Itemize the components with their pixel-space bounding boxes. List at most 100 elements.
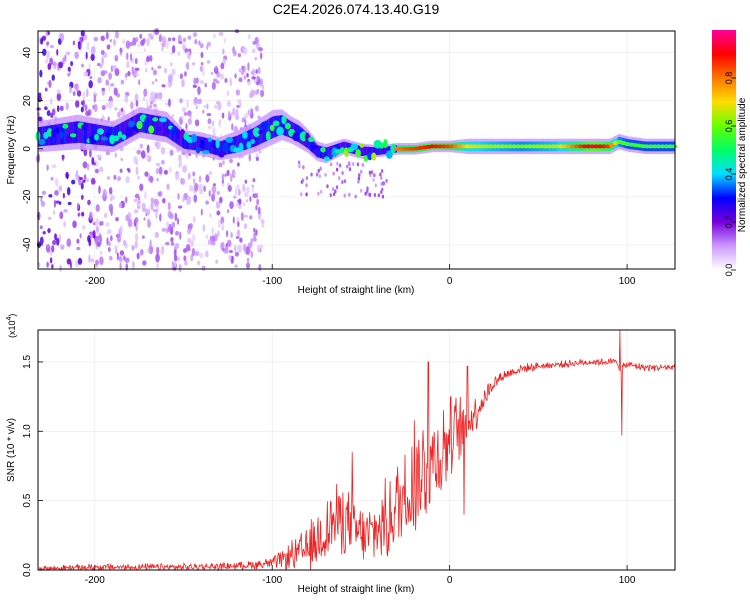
spectrogram-noise xyxy=(100,49,105,55)
spectrogram-noise xyxy=(76,202,80,210)
spectrogram-noise xyxy=(335,167,339,172)
spectrogram-noise xyxy=(226,239,232,248)
spectrogram-noise xyxy=(374,183,378,188)
snr-ticks: -200 -100 0 100 0.0 0.5 1.0 1.5 xyxy=(22,355,636,586)
spectrogram-noise xyxy=(88,62,91,71)
spectrogram-noise xyxy=(155,253,160,263)
spectrogram-noise xyxy=(65,51,71,56)
spectrogram-noise xyxy=(192,234,195,242)
spectrogram-core xyxy=(252,127,261,138)
spectrogram-noise xyxy=(343,179,347,184)
spectrogram-noise xyxy=(112,38,117,46)
spectrogram-band xyxy=(321,146,323,159)
spectrogram-noise xyxy=(86,88,89,98)
snr-xtick-label: 0 xyxy=(447,575,453,586)
snr-xlabel: Height of straight line (km) xyxy=(298,584,415,595)
spectrogram-noise xyxy=(146,153,149,162)
spectrogram-noise xyxy=(120,157,123,162)
spectrogram-noise xyxy=(83,174,87,181)
spectrogram-core xyxy=(260,121,269,130)
spectrogram-noise xyxy=(198,40,201,46)
spectrogram-band xyxy=(182,133,184,148)
spectrogram-noise xyxy=(171,45,176,54)
spectrogram-noise xyxy=(50,97,53,105)
spectrogram-noise xyxy=(106,237,109,246)
spectrogram-noise xyxy=(253,227,256,233)
spectrogram-noise xyxy=(242,185,246,192)
spectrogram-band xyxy=(183,134,185,149)
spectrogram-noise xyxy=(127,70,131,77)
spectrogram-noise xyxy=(114,107,118,111)
spectrogram-band xyxy=(179,130,182,147)
spectrogram-noise xyxy=(154,141,157,147)
spectrogram-noise xyxy=(105,102,109,109)
spectrogram-noise xyxy=(56,48,59,56)
spectrogram-band xyxy=(265,120,267,142)
spectrogram-noise xyxy=(240,71,244,76)
spectrogram-noise xyxy=(47,216,52,221)
spectrogram-noise xyxy=(92,230,96,239)
spectrogram-noise xyxy=(226,101,231,107)
snr-scale-label: (x104) xyxy=(6,314,17,338)
spectrogram-band xyxy=(162,116,164,137)
spectrogram-band xyxy=(375,147,378,156)
spectrogram-noise xyxy=(177,217,180,225)
spectrogram-noise xyxy=(192,171,196,177)
spectrogram-band xyxy=(374,147,377,156)
spectrogram-noise xyxy=(94,168,99,174)
spectrogram-noise xyxy=(81,211,85,217)
spectrogram-noise xyxy=(237,188,241,196)
spectrogram-noise xyxy=(184,71,187,77)
spectrogram-band xyxy=(322,146,325,159)
spectrogram-noise xyxy=(192,216,196,223)
spectrogram-noise xyxy=(211,227,214,236)
spectrogram-core xyxy=(671,144,678,149)
spectrogram-core xyxy=(390,143,397,154)
spectrogram-xtick-label: -200 xyxy=(85,276,105,287)
spectrogram-noise xyxy=(243,46,248,55)
spectrogram-band xyxy=(363,146,366,156)
spectrogram-noise xyxy=(74,83,78,90)
spectrogram-noise xyxy=(149,55,153,62)
spectrogram-noise xyxy=(346,164,349,169)
spectrogram-noise xyxy=(82,225,86,230)
spectrogram-core xyxy=(250,138,256,145)
spectrogram-noise xyxy=(208,171,213,176)
spectrogram-noise xyxy=(147,33,153,38)
spectrogram-noise xyxy=(124,196,128,204)
spectrogram-noise xyxy=(239,237,243,243)
spectrogram-noise xyxy=(154,231,160,239)
spectrogram-noise xyxy=(237,221,240,228)
spectrogram-noise xyxy=(113,174,117,180)
spectrogram-noise xyxy=(152,69,158,76)
spectrogram-noise xyxy=(255,156,259,161)
spectrogram-noise xyxy=(39,236,44,245)
spectrogram-noise xyxy=(146,248,150,253)
spectrogram-noise xyxy=(169,82,173,87)
spectrogram-noise xyxy=(348,192,351,197)
spectrogram-noise xyxy=(133,209,137,214)
spectrogram-ytick-label: -20 xyxy=(22,189,33,204)
spectrogram-noise xyxy=(135,166,139,176)
spectrogram-band xyxy=(153,115,156,135)
spectrogram-band xyxy=(370,147,373,156)
spectrogram-noise xyxy=(114,152,117,158)
spectrogram-noise xyxy=(357,179,360,184)
spectrogram-band xyxy=(235,135,238,153)
spectrogram-noise xyxy=(178,158,183,167)
spectrogram-noise xyxy=(206,44,209,50)
spectrogram-noise xyxy=(151,80,155,85)
spectrogram-noise xyxy=(119,47,123,54)
spectrogram-band xyxy=(151,114,153,135)
spectrogram-noise xyxy=(257,206,261,215)
spectrogram-noise xyxy=(318,174,322,179)
spectrogram-noise xyxy=(144,190,147,200)
spectrogram-band xyxy=(377,147,379,155)
spectrogram-noise xyxy=(108,203,114,213)
spectrogram-noise xyxy=(357,176,361,181)
spectrogram-core xyxy=(136,120,143,130)
spectrogram-noise xyxy=(188,184,194,192)
spectrogram-noise xyxy=(222,160,225,165)
spectrogram-band xyxy=(385,146,388,154)
spectrogram-noise xyxy=(140,150,146,159)
